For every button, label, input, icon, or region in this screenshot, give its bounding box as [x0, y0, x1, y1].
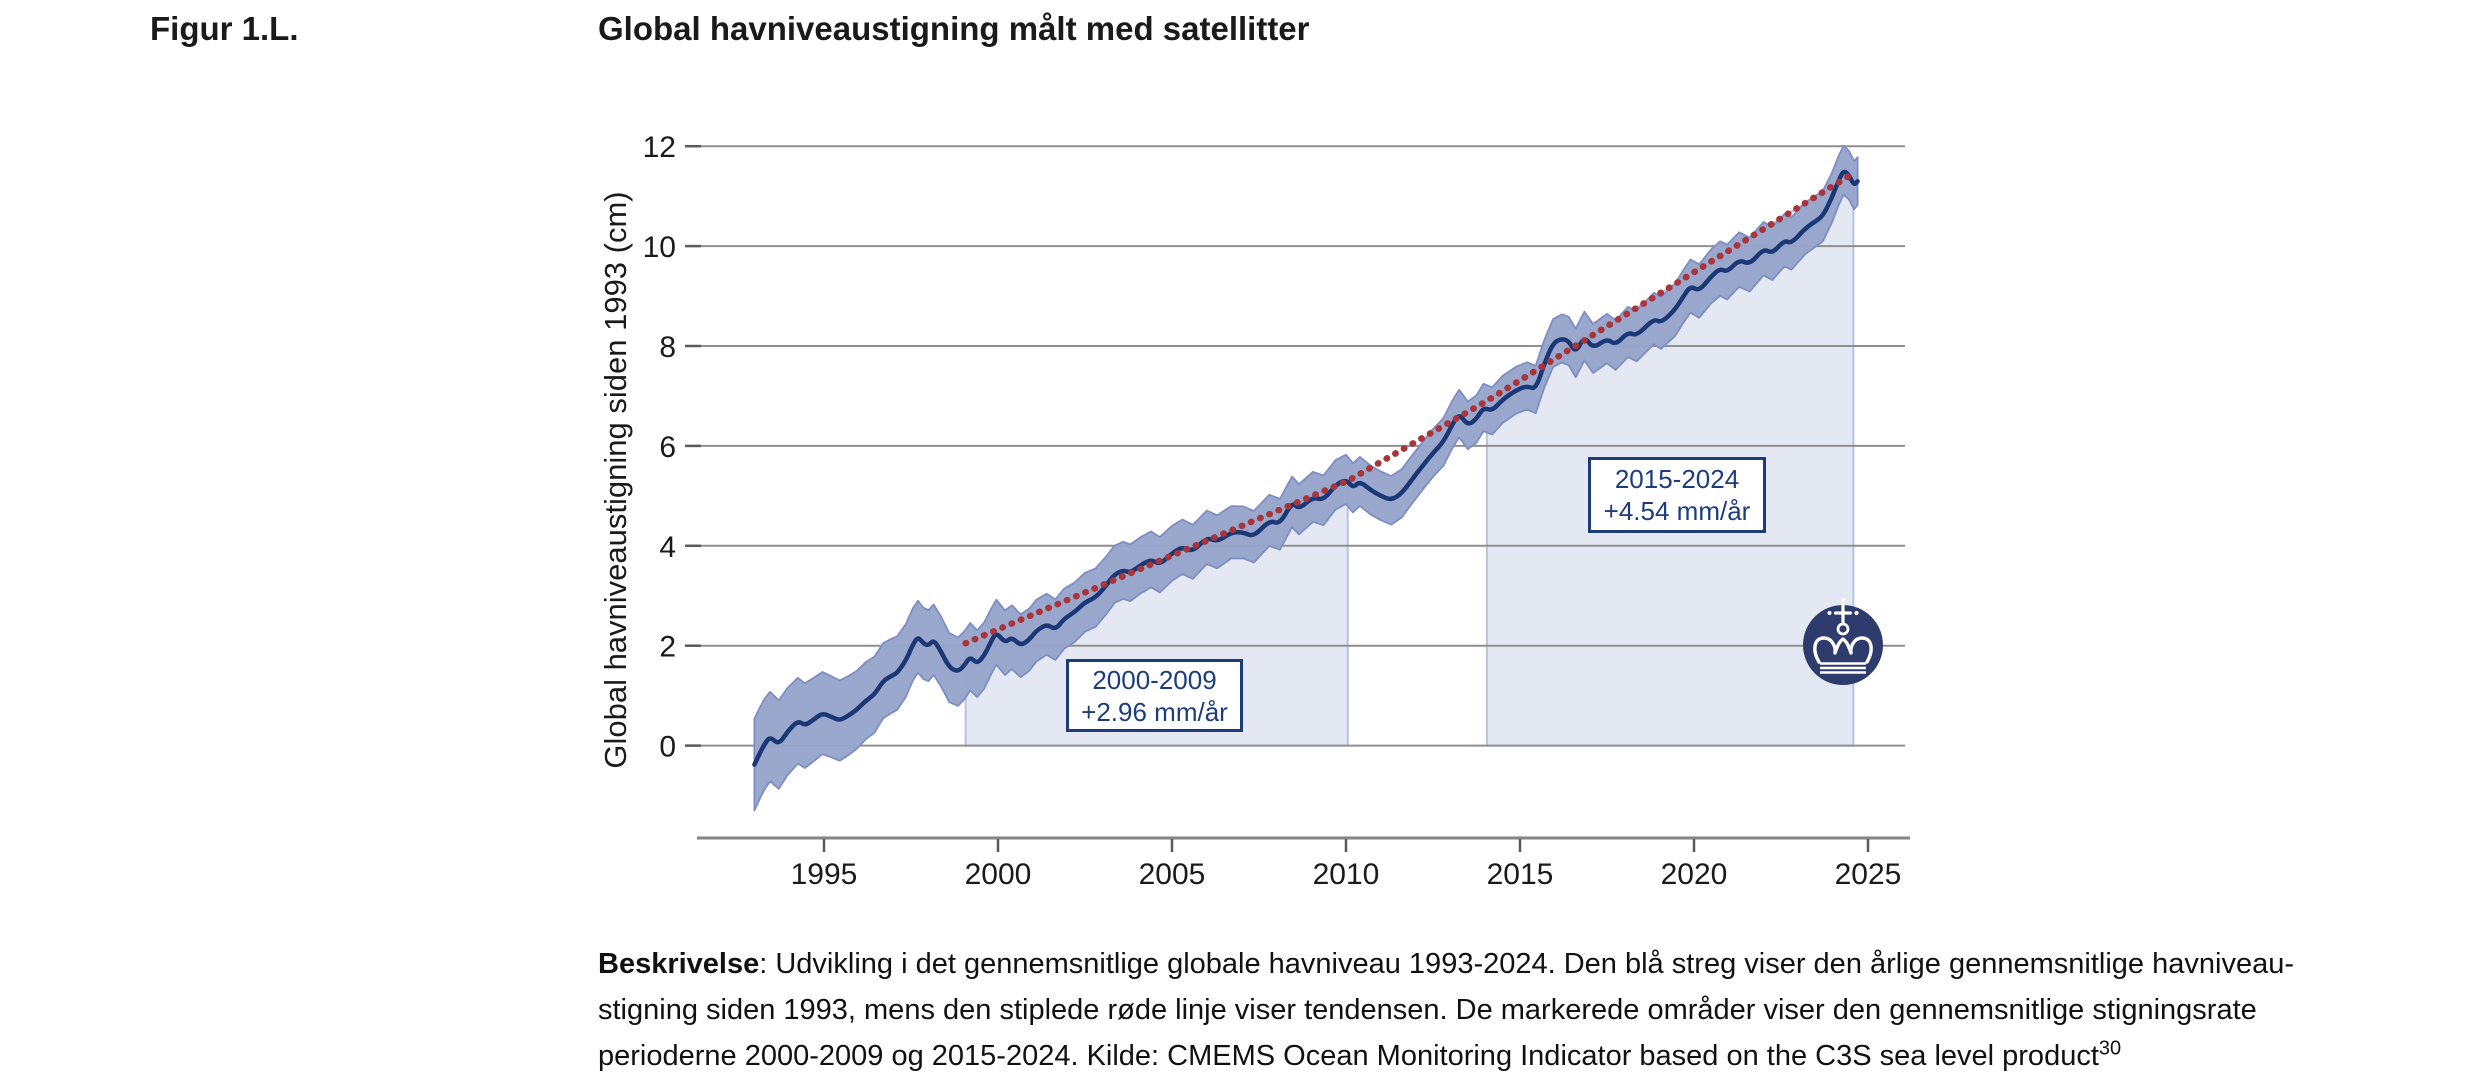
x-tick-label: 2015	[1487, 858, 1554, 891]
description-line-3-text: perioderne 2000-2009 og 2015-2024. Kilde…	[598, 1040, 2099, 1072]
y-tick-label: 12	[643, 131, 676, 164]
annotation-box-2015-2024: 2015-2024 +4.54 mm/år	[1588, 457, 1766, 533]
crown-cross-dot	[1827, 610, 1832, 616]
x-tick-label: 2010	[1313, 858, 1380, 891]
x-tick-label: 2005	[1139, 858, 1206, 891]
crown-body	[1813, 636, 1873, 664]
description-prefix: Beskrivelse	[598, 948, 760, 980]
x-tick-label: 2025	[1835, 858, 1902, 891]
crown-cross-dot	[1840, 597, 1846, 603]
annotation-rate: +4.54 mm/år	[1603, 496, 1751, 526]
y-tick-label: 8	[659, 331, 676, 364]
y-tick-label: 4	[659, 531, 676, 564]
y-tick-label: 10	[643, 231, 676, 264]
description-line-2: stigning siden 1993, mens den stiplede r…	[598, 994, 2257, 1026]
footnote-reference: 30	[2098, 1037, 2122, 1060]
annotation-box-2000-2009: 2000-2009 +2.96 mm/år	[1066, 659, 1243, 732]
y-tick-label: 2	[659, 631, 676, 664]
description-line-3: perioderne 2000-2009 og 2015-2024. Kilde…	[598, 1033, 2294, 1079]
annotation-rate: +2.96 mm/år	[1081, 696, 1228, 727]
sea-level-line	[752, 169, 1860, 767]
figure-label: Figur 1.L.	[150, 10, 299, 47]
crown-orb	[1836, 622, 1850, 636]
y-tick-label: 6	[659, 431, 676, 464]
crown-cross-dot	[1854, 610, 1859, 616]
y-axis-label: Global havniveaustigning siden 1993 (cm)	[598, 191, 633, 769]
description-line-1-text: : Udvikling i det gennemsnitlige globale…	[759, 948, 2294, 980]
trend-line	[962, 169, 1857, 647]
uncertainty-band	[753, 144, 1859, 812]
page-title: Global havniveaustigning målt med satell…	[598, 10, 1310, 47]
annotation-period: 2015-2024	[1614, 464, 1740, 494]
x-tick-label: 2000	[965, 858, 1032, 891]
figure-description: Beskrivelse: Udvikling i det gennemsnitl…	[598, 941, 2294, 1079]
x-tick-label: 2020	[1661, 858, 1728, 891]
annotation-period: 2000-2009	[1092, 664, 1217, 695]
description-line-1: Beskrivelse: Udvikling i det gennemsnitl…	[598, 941, 2294, 987]
y-tick-label: 0	[659, 731, 676, 764]
x-tick-label: 1995	[791, 858, 858, 891]
crown-logo-icon	[1803, 605, 1883, 685]
